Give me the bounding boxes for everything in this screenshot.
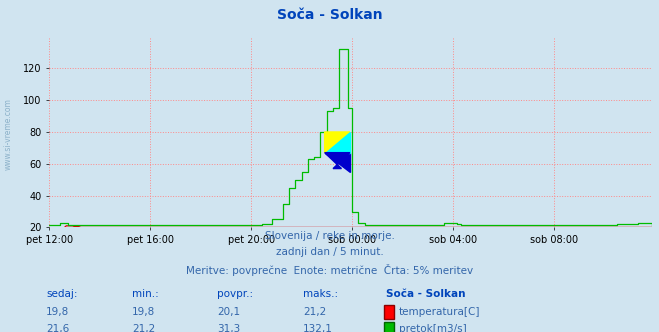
Text: 132,1: 132,1 bbox=[303, 324, 333, 332]
Text: 20,1: 20,1 bbox=[217, 307, 241, 317]
Text: 21,6: 21,6 bbox=[46, 324, 69, 332]
Text: povpr.:: povpr.: bbox=[217, 289, 254, 299]
Text: Slovenija / reke in morje.: Slovenija / reke in morje. bbox=[264, 231, 395, 241]
Text: www.si-vreme.com: www.si-vreme.com bbox=[3, 99, 13, 170]
Polygon shape bbox=[325, 153, 350, 169]
Text: pretok[m3/s]: pretok[m3/s] bbox=[399, 324, 467, 332]
Text: 31,3: 31,3 bbox=[217, 324, 241, 332]
Text: zadnji dan / 5 minut.: zadnji dan / 5 minut. bbox=[275, 247, 384, 257]
Text: temperatura[C]: temperatura[C] bbox=[399, 307, 480, 317]
Text: 19,8: 19,8 bbox=[46, 307, 69, 317]
Text: Soča - Solkan: Soča - Solkan bbox=[386, 289, 465, 299]
Text: sedaj:: sedaj: bbox=[46, 289, 78, 299]
Text: 21,2: 21,2 bbox=[132, 324, 155, 332]
Text: Meritve: povprečne  Enote: metrične  Črta: 5% meritev: Meritve: povprečne Enote: metrične Črta:… bbox=[186, 264, 473, 276]
Text: Soča - Solkan: Soča - Solkan bbox=[277, 8, 382, 22]
Text: 21,2: 21,2 bbox=[303, 307, 326, 317]
Text: 19,8: 19,8 bbox=[132, 307, 155, 317]
Text: maks.:: maks.: bbox=[303, 289, 338, 299]
Polygon shape bbox=[325, 153, 350, 172]
Polygon shape bbox=[325, 132, 350, 153]
Polygon shape bbox=[325, 132, 350, 153]
Text: min.:: min.: bbox=[132, 289, 159, 299]
